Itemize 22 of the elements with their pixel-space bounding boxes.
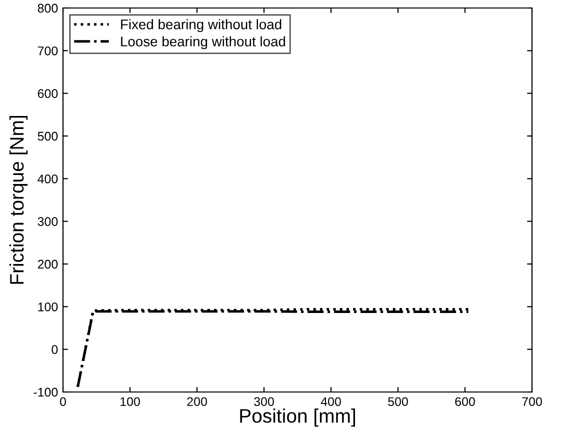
y-tick-label: 100 <box>38 302 58 312</box>
y-tick-label: 400 <box>38 174 58 184</box>
x-tick-label: 700 <box>522 397 542 406</box>
y-tick-label: 800 <box>38 4 58 13</box>
y-tick-label: 600 <box>38 89 58 98</box>
legend-label: Loose bearing without load <box>121 36 286 50</box>
x-axis-title: Position [mm] <box>240 408 356 427</box>
y-tick-label: 700 <box>38 46 58 56</box>
x-tick-label: 600 <box>455 397 475 406</box>
x-tick-label: 400 <box>320 397 341 406</box>
x-tick-label: 300 <box>254 397 274 406</box>
x-tick-label: 100 <box>120 397 140 406</box>
legend-label: Fixed bearing without load <box>121 19 282 32</box>
y-tick-label: 300 <box>38 217 58 226</box>
x-tick-label: 200 <box>187 397 207 406</box>
x-tick-label: 500 <box>388 397 408 406</box>
x-tick-label: 0 <box>60 397 66 406</box>
y-tick-label: 200 <box>38 260 58 269</box>
y-tick-label: 500 <box>38 132 58 141</box>
y-tick-label: 0 <box>52 345 58 354</box>
y-axis-title: Friction torque [Nm] <box>9 116 28 284</box>
y-tick-label: -100 <box>34 388 58 397</box>
